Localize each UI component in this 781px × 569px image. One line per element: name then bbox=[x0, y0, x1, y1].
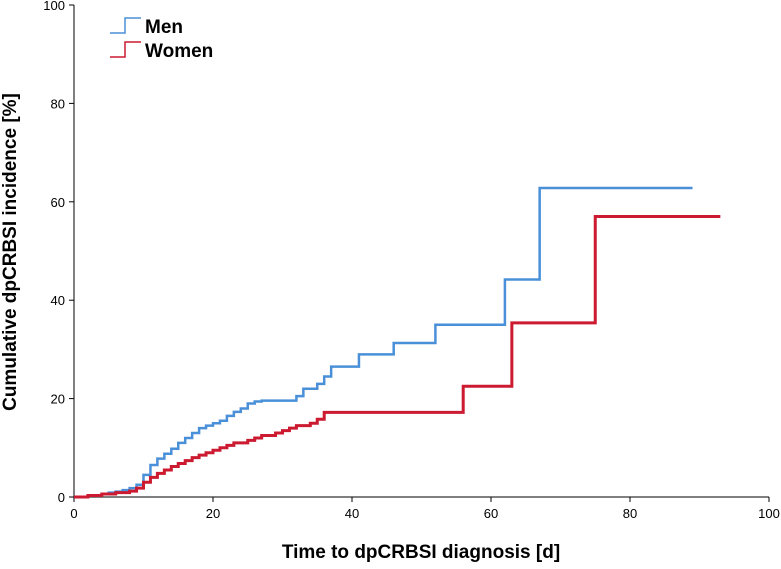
series-line-men bbox=[74, 186, 693, 499]
legend-item-men: Men bbox=[110, 17, 183, 38]
y-tick-label: 0 bbox=[58, 490, 65, 505]
series-line-women bbox=[74, 215, 721, 499]
x-tick-label: 20 bbox=[206, 506, 220, 521]
legend-label-women: Women bbox=[145, 41, 213, 62]
axes: 0 20 40 60 80 100 0 20 40 60 80 100 bbox=[43, 0, 780, 521]
legend: Men Women bbox=[110, 17, 213, 62]
y-tick-label: 80 bbox=[51, 96, 65, 111]
y-axis-title: Cumulative dpCRBSI incidence [%] bbox=[0, 93, 21, 411]
legend-swatch-men bbox=[110, 17, 141, 34]
x-tick-label: 60 bbox=[484, 506, 498, 521]
y-tick-label: 40 bbox=[51, 293, 65, 308]
x-tick-label: 80 bbox=[623, 506, 637, 521]
legend-label-men: Men bbox=[145, 17, 183, 38]
y-tick-label: 20 bbox=[51, 392, 65, 407]
x-tick-label: 100 bbox=[758, 506, 780, 521]
y-tick-label: 60 bbox=[51, 195, 65, 210]
x-tick-label: 40 bbox=[345, 506, 359, 521]
legend-item-women: Women bbox=[110, 41, 213, 62]
x-axis-title: Time to dpCRBSI diagnosis [d] bbox=[282, 542, 560, 563]
x-tick-label: 0 bbox=[70, 506, 77, 521]
legend-swatch-women bbox=[110, 41, 141, 58]
plot-series bbox=[74, 186, 721, 499]
y-tick-label: 100 bbox=[43, 0, 65, 13]
